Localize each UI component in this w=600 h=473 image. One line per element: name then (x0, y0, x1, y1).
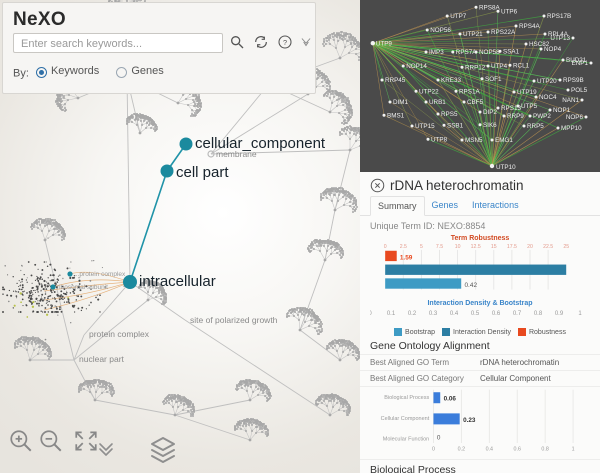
svg-text:KRE33: KRE33 (441, 77, 461, 84)
svg-text:RPS7A: RPS7A (456, 49, 477, 56)
svg-text:0.5: 0.5 (471, 311, 480, 317)
svg-text:MSN5: MSN5 (465, 137, 483, 144)
svg-text:RPS1A: RPS1A (459, 88, 480, 95)
svg-text:cell part: cell part (176, 164, 229, 181)
svg-text:Cellular Component: Cellular Component (381, 416, 430, 422)
svg-text:ENP1: ENP1 (572, 60, 589, 67)
svg-text:UTP7: UTP7 (450, 13, 467, 20)
svg-text:RPS4A: RPS4A (519, 23, 540, 30)
svg-text:RRP12: RRP12 (465, 64, 486, 71)
svg-text:UTP20: UTP20 (537, 78, 557, 85)
svg-text:25: 25 (563, 244, 569, 250)
svg-text:1: 1 (578, 311, 582, 317)
svg-text:5: 5 (420, 244, 423, 250)
svg-text:7.5: 7.5 (436, 244, 443, 250)
svg-text:0.8: 0.8 (541, 447, 548, 453)
svg-text:0.06: 0.06 (444, 396, 457, 403)
svg-text:1.59: 1.59 (400, 254, 413, 261)
svg-text:0.9: 0.9 (555, 311, 564, 317)
svg-text:PWP2: PWP2 (533, 113, 551, 120)
svg-text:Biological Process: Biological Process (384, 395, 429, 401)
svg-text:0.4: 0.4 (450, 311, 459, 317)
svg-text:UTP8: UTP8 (431, 136, 448, 143)
svg-text:CBF5: CBF5 (467, 99, 484, 106)
svg-text:NOP14: NOP14 (406, 63, 427, 70)
svg-text:17.5: 17.5 (507, 244, 517, 250)
svg-text:0: 0 (370, 311, 372, 317)
svg-text:0.7: 0.7 (513, 311, 522, 317)
svg-text:RRP9: RRP9 (507, 113, 524, 120)
svg-text:12.5: 12.5 (471, 244, 481, 250)
svg-text:22.5: 22.5 (543, 244, 553, 250)
svg-text:0.6: 0.6 (514, 447, 521, 453)
svg-text:IMP3: IMP3 (429, 49, 444, 56)
svg-text:protein complex: protein complex (89, 329, 150, 339)
svg-text:ribosomal subunit: ribosomal subunit (57, 284, 108, 291)
svg-text:UTP19: UTP19 (517, 89, 537, 96)
svg-text:20: 20 (527, 244, 533, 250)
svg-text:0.23: 0.23 (463, 417, 476, 424)
svg-text:NOP4: NOP4 (544, 46, 562, 53)
svg-text:0.6: 0.6 (492, 311, 501, 317)
svg-text:0.1: 0.1 (387, 311, 396, 317)
svg-text:UTP6: UTP6 (501, 8, 518, 15)
svg-text:BMS1: BMS1 (387, 112, 405, 119)
svg-text:RRP5: RRP5 (527, 123, 544, 130)
svg-text:EMG1: EMG1 (495, 137, 513, 144)
svg-text:0.3: 0.3 (429, 311, 438, 317)
svg-text:0.8: 0.8 (534, 311, 543, 317)
svg-text:RPS13: RPS13 (501, 105, 521, 112)
svg-text:RCL1: RCL1 (513, 62, 530, 69)
svg-text:DIM1: DIM1 (393, 99, 409, 106)
svg-text:RPS8A: RPS8A (479, 4, 500, 11)
svg-text:SOF1: SOF1 (485, 76, 502, 83)
svg-text:?: ? (283, 38, 287, 47)
svg-text:0.2: 0.2 (458, 447, 465, 453)
svg-text:UTP10: UTP10 (496, 164, 516, 171)
svg-text:0.42: 0.42 (464, 282, 477, 289)
svg-text:15: 15 (491, 244, 497, 250)
svg-text:UTP4: UTP4 (491, 63, 508, 70)
svg-text:...protein complex: ...protein complex (74, 271, 126, 278)
svg-text:SIK6: SIK6 (483, 122, 497, 129)
svg-text:10: 10 (455, 244, 461, 250)
svg-text:NOP58: NOP58 (479, 49, 500, 56)
svg-text:RPS5: RPS5 (441, 111, 458, 118)
svg-text:NAN1: NAN1 (562, 97, 579, 104)
svg-text:RPS9B: RPS9B (563, 77, 584, 84)
svg-text:0.2: 0.2 (408, 311, 417, 317)
svg-text:0: 0 (432, 447, 435, 453)
svg-text:POL5: POL5 (571, 87, 588, 94)
svg-text:URB1: URB1 (429, 99, 446, 106)
svg-text:SSB1: SSB1 (447, 122, 464, 129)
svg-text:0.4: 0.4 (486, 447, 493, 453)
svg-text:site of polarized growth: site of polarized growth (190, 315, 278, 325)
svg-text:RRP45: RRP45 (385, 77, 406, 84)
svg-text:2.5: 2.5 (400, 244, 407, 250)
svg-text:RPS17B: RPS17B (547, 13, 571, 20)
svg-text:UTP15: UTP15 (415, 123, 435, 130)
svg-text:0: 0 (437, 435, 441, 442)
svg-text:cellular_component: cellular_component (195, 135, 326, 152)
svg-text:RPS22A: RPS22A (491, 29, 516, 36)
svg-text:UTP9: UTP9 (376, 40, 393, 47)
svg-text:Molecular Function: Molecular Function (383, 436, 429, 442)
svg-text:UTP13: UTP13 (550, 35, 570, 42)
svg-text:SSA1: SSA1 (503, 48, 520, 55)
svg-text:NOP6: NOP6 (566, 114, 584, 121)
svg-text:0: 0 (384, 244, 387, 250)
svg-text:1: 1 (572, 447, 575, 453)
svg-text:UTP22: UTP22 (419, 88, 439, 95)
svg-text:DIP2: DIP2 (483, 109, 497, 116)
svg-text:NOP1: NOP1 (553, 107, 571, 114)
svg-text:NOP56: NOP56 (430, 27, 451, 34)
svg-text:MPP10: MPP10 (561, 125, 582, 132)
svg-text:NOC4: NOC4 (539, 94, 557, 101)
svg-text:nuclear part: nuclear part (79, 354, 125, 364)
svg-text:UTP5: UTP5 (521, 103, 538, 110)
svg-text:UTP21: UTP21 (463, 31, 483, 38)
svg-text:intracellular: intracellular (139, 273, 216, 290)
